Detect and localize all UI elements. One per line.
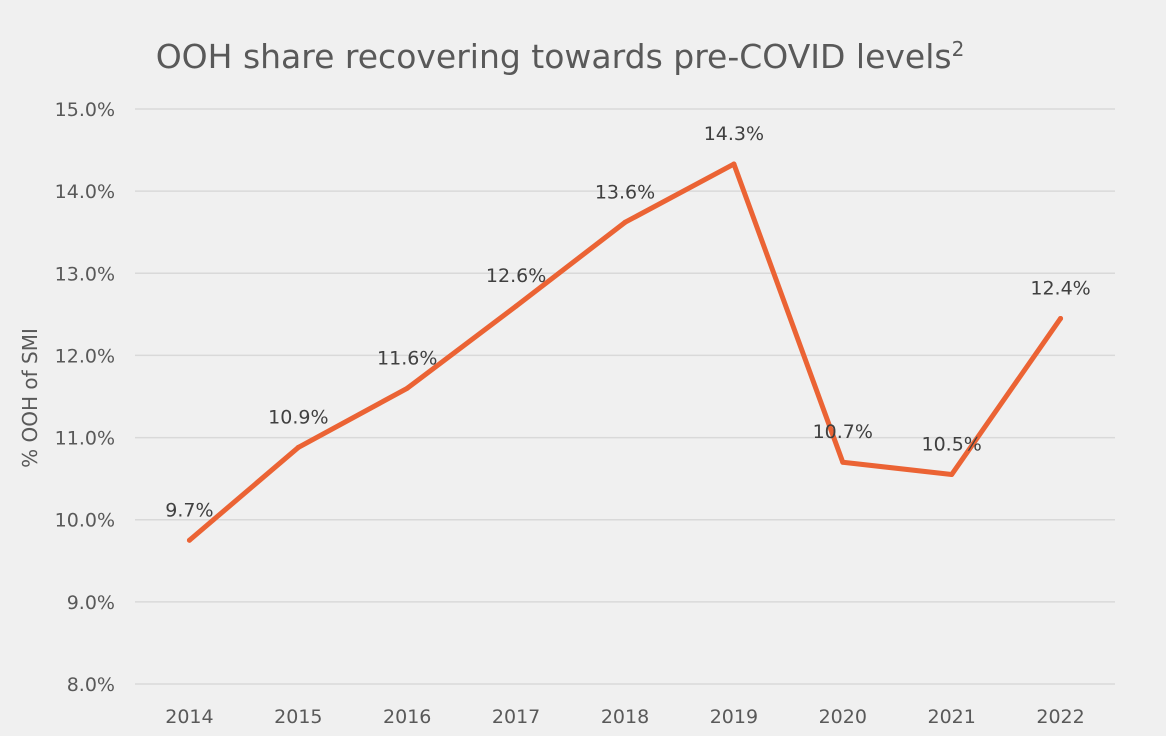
data-point [513, 303, 519, 309]
x-tick-label: 2018 [601, 706, 649, 728]
data-point [622, 219, 628, 225]
data-point [1058, 315, 1064, 321]
data-point [295, 444, 301, 450]
data-label: 10.5% [921, 434, 981, 456]
x-tick-label: 2020 [819, 706, 867, 728]
chart-title-superscript: 2 [952, 37, 965, 61]
data-label: 10.9% [268, 406, 328, 428]
x-tick-label: 2016 [383, 706, 431, 728]
data-label: 14.3% [704, 123, 764, 145]
x-tick-label: 2021 [927, 706, 975, 728]
data-point [840, 459, 846, 465]
x-tick-label: 2014 [165, 706, 213, 728]
y-axis-tick-labels: 8.0% 9.0% 10.0% 11.0% 12.0% 13.0% 14.0% 15.0% [55, 99, 115, 696]
x-tick-label: 2022 [1036, 706, 1084, 728]
y-tick-label: 14.0% [55, 181, 115, 203]
y-tick-label: 9.0% [67, 592, 115, 614]
gridlines [135, 108, 1115, 685]
x-tick-label: 2017 [492, 706, 540, 728]
chart-title: OOH share recovering towards pre-COVID l… [156, 37, 965, 76]
y-tick-label: 15.0% [55, 99, 115, 121]
data-label: 11.6% [377, 347, 437, 369]
data-label: 12.6% [486, 265, 546, 287]
x-tick-label: 2019 [710, 706, 758, 728]
y-tick-label: 8.0% [67, 674, 115, 696]
y-tick-label: 11.0% [55, 428, 115, 450]
x-axis-tick-labels: 2014 2015 2016 2017 2018 2019 2020 2021 2022 [165, 706, 1084, 728]
y-axis-title: % OOH of SMI [18, 328, 42, 468]
data-label: 9.7% [165, 499, 213, 521]
series-lines [186, 161, 1064, 543]
x-tick-label: 2015 [274, 706, 322, 728]
y-tick-label: 12.0% [55, 345, 115, 367]
data-point [731, 161, 737, 167]
data-point [949, 472, 955, 478]
data-labels: 9.7% 10.9% 11.6% 12.6% 13.6% 14.3% 10.7% 10.5% 1… [165, 123, 1090, 521]
data-point [404, 385, 410, 391]
y-tick-label: 10.0% [55, 510, 115, 532]
y-tick-label: 13.0% [55, 263, 115, 285]
chart-title-text: OOH share recovering towards pre-COVID l… [156, 37, 952, 76]
data-label: 10.7% [813, 421, 873, 443]
data-label: 12.4% [1030, 277, 1090, 299]
data-label: 13.6% [595, 181, 655, 203]
data-point [186, 537, 192, 543]
